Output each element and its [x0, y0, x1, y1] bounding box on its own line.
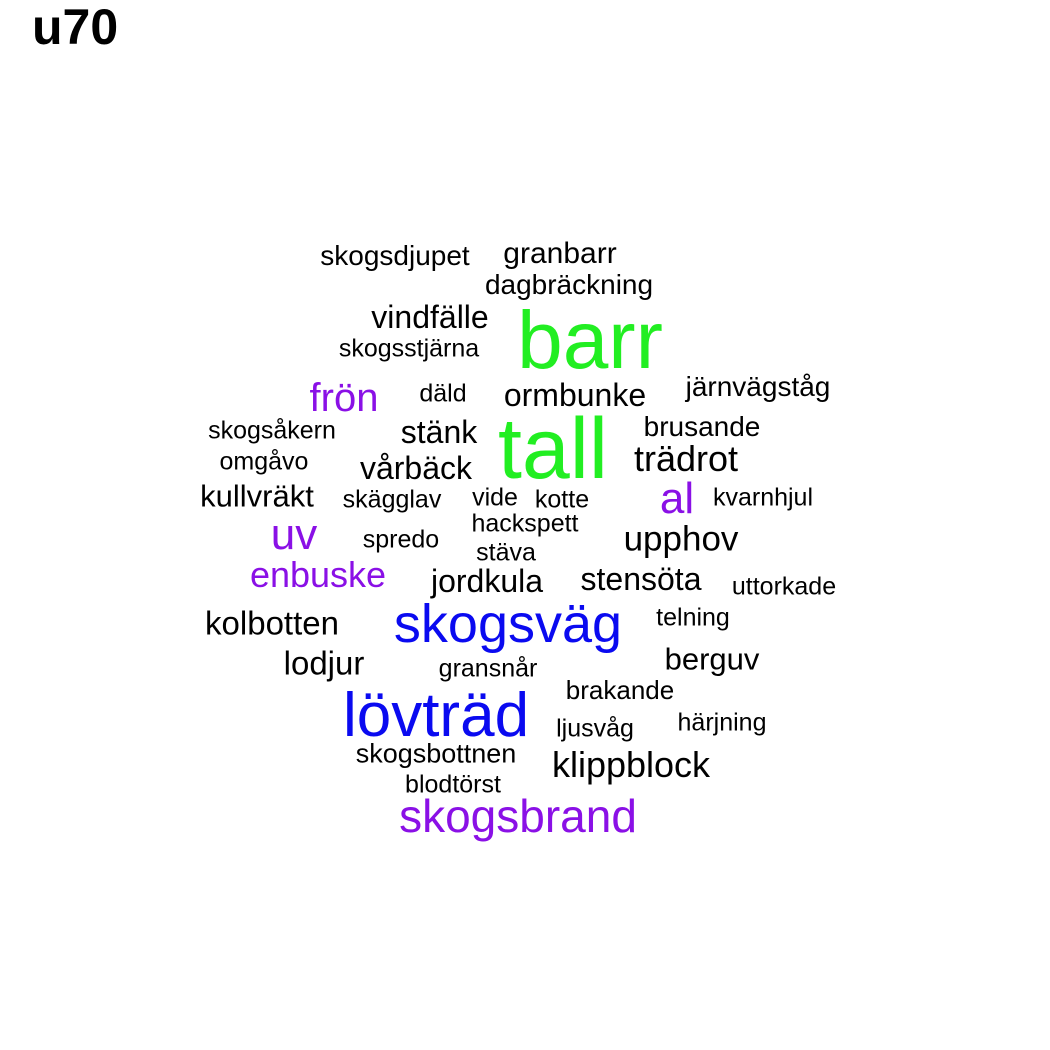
cloud-word: brakande	[565, 675, 675, 705]
cloud-word: stäva	[476, 538, 536, 567]
cloud-word: järnvägståg	[685, 371, 831, 402]
cloud-word: frön	[309, 376, 379, 420]
cloud-word: skogsåkern	[208, 416, 336, 445]
cloud-word: skogsdjupet	[320, 240, 470, 271]
cloud-word: uv	[270, 510, 318, 559]
cloud-word: upphov	[623, 519, 739, 559]
cloud-word: barr	[517, 295, 663, 386]
cloud-word: enbuske	[249, 554, 387, 595]
cloud-word: lövträd	[342, 681, 530, 750]
page-title: u70	[32, 0, 119, 55]
cloud-word: al	[659, 474, 695, 523]
cloud-word: klippblock	[551, 744, 711, 785]
cloud-word: skogsstjärna	[338, 334, 480, 363]
cloud-word: ljusvåg	[556, 714, 634, 743]
cloud-word: skogsväg	[393, 594, 623, 654]
cloud-word: uttorkade	[731, 572, 837, 601]
cloud-word: brusande	[643, 411, 761, 442]
cloud-word: däld	[419, 379, 467, 408]
cloud-word: jordkula	[430, 563, 544, 599]
cloud-word: trädrot	[633, 438, 739, 479]
cloud-word: vindfälle	[371, 299, 489, 335]
cloud-word: hackspett	[471, 509, 579, 538]
cloud-word: skogsbottnen	[355, 738, 517, 769]
cloud-word: skogsbrand	[399, 790, 637, 842]
cloud-word: kotte	[534, 485, 590, 514]
cloud-word: vide	[472, 483, 518, 512]
cloud-word: härjning	[677, 708, 767, 737]
cloud-word: lodjur	[283, 644, 365, 682]
cloud-word: spredo	[362, 525, 440, 554]
cloud-word: omgåvo	[219, 447, 309, 476]
cloud-word: kvarnhjul	[712, 483, 814, 512]
cloud-word: tall	[498, 401, 608, 497]
cloud-word: stensöta	[580, 561, 702, 597]
cloud-word: berguv	[664, 641, 760, 677]
cloud-word: stänk	[400, 414, 478, 450]
cloud-word: kullvräkt	[200, 478, 314, 514]
cloud-word: granbarr	[503, 237, 617, 270]
cloud-word: gransnår	[438, 654, 538, 683]
cloud-word: ormbunke	[503, 377, 647, 413]
cloud-word: skägglav	[342, 485, 442, 514]
cloud-word: blodtörst	[405, 770, 501, 799]
cloud-word: dagbräckning	[484, 269, 654, 300]
cloud-word: kolbotten	[205, 604, 339, 642]
cloud-word: telning	[656, 603, 730, 632]
cloud-word: vårbäck	[359, 450, 473, 486]
